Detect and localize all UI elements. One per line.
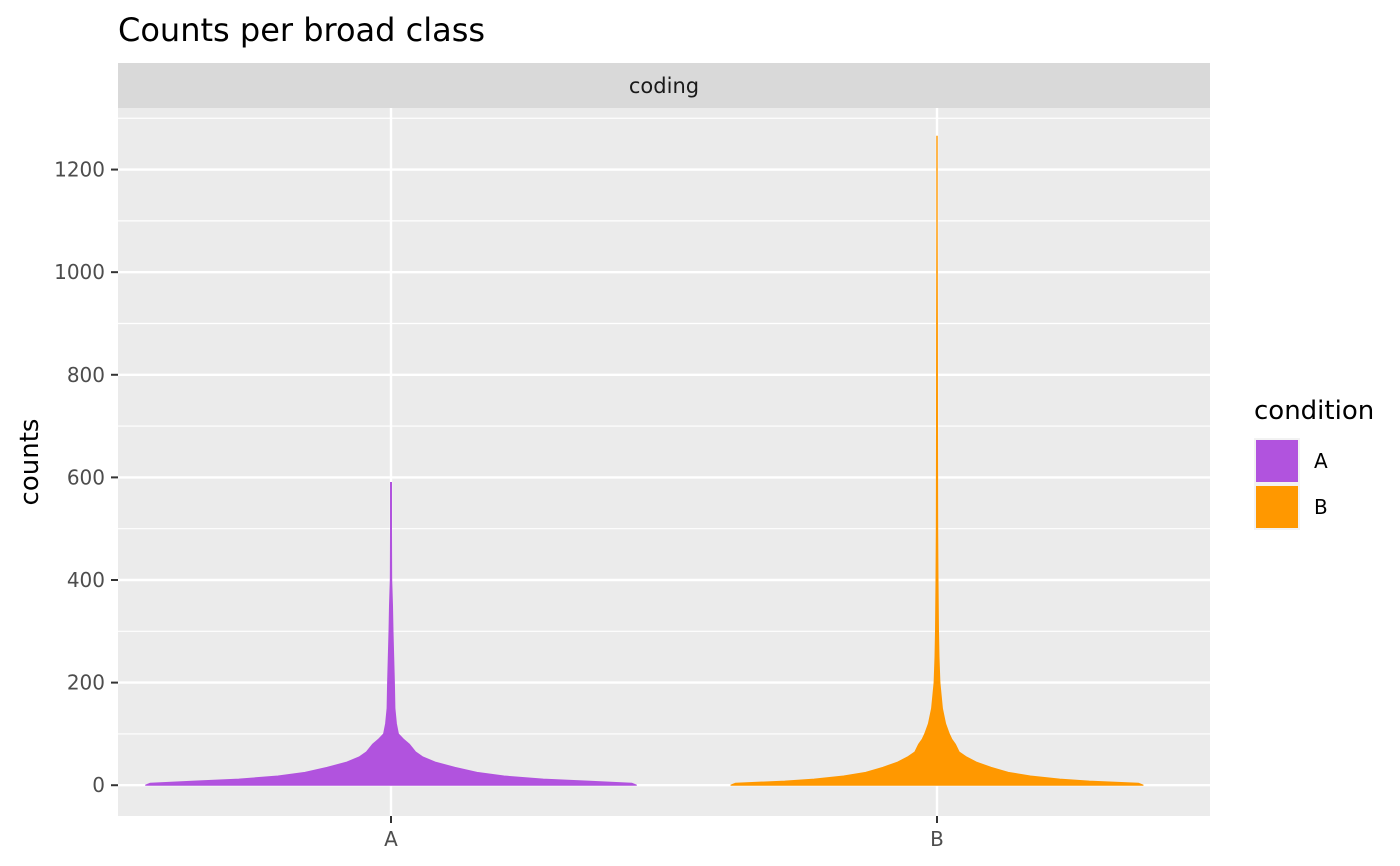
- chart-title: Counts per broad class: [118, 11, 485, 49]
- x-tick-label: B: [930, 827, 944, 851]
- legend-swatch-A: [1256, 440, 1298, 482]
- violin-B: [730, 135, 1144, 786]
- legend-swatch-B: [1256, 486, 1298, 528]
- legend-label-A: A: [1314, 449, 1328, 473]
- facet-strip-label: coding: [629, 74, 699, 98]
- violin-layer: [145, 135, 1144, 786]
- y-tick-label: 600: [67, 465, 105, 489]
- y-axis: 0 200 400 600 800 1000 1200: [54, 158, 118, 797]
- x-tick-label: A: [384, 827, 398, 851]
- minor-gridlines: [118, 117, 1210, 735]
- y-tick-label: 0: [92, 773, 105, 797]
- legend-label-B: B: [1314, 495, 1328, 519]
- legend-title: condition: [1254, 396, 1374, 426]
- y-axis-title: counts: [15, 419, 45, 506]
- facet-strip: [118, 63, 1210, 108]
- y-tick-label: 200: [67, 671, 105, 695]
- legend: condition AB: [1254, 396, 1374, 530]
- y-tick-label: 1200: [54, 158, 105, 182]
- plot-panel: [118, 108, 1210, 816]
- violin-A: [145, 482, 637, 786]
- y-tick-label: 1000: [54, 260, 105, 284]
- y-tick-label: 800: [67, 363, 105, 387]
- y-tick-label: 400: [67, 568, 105, 592]
